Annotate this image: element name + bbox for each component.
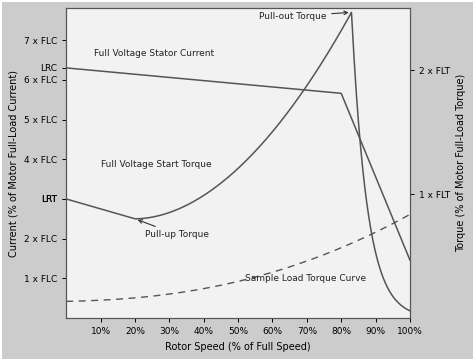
Text: Pull-out Torque: Pull-out Torque	[259, 11, 347, 21]
Y-axis label: Torque (% of Motor Full-Load Torque): Torque (% of Motor Full-Load Torque)	[456, 74, 465, 252]
Text: Pull-up Torque: Pull-up Torque	[139, 220, 209, 239]
Text: Full Voltage Start Torque: Full Voltage Start Torque	[100, 160, 211, 169]
Y-axis label: Current (% of Motor Full-Load Current): Current (% of Motor Full-Load Current)	[9, 70, 18, 257]
X-axis label: Rotor Speed (% of Full Speed): Rotor Speed (% of Full Speed)	[165, 342, 311, 352]
Text: Full Voltage Stator Current: Full Voltage Stator Current	[94, 49, 214, 58]
Text: Sample Load Torque Curve: Sample Load Torque Curve	[245, 274, 366, 283]
